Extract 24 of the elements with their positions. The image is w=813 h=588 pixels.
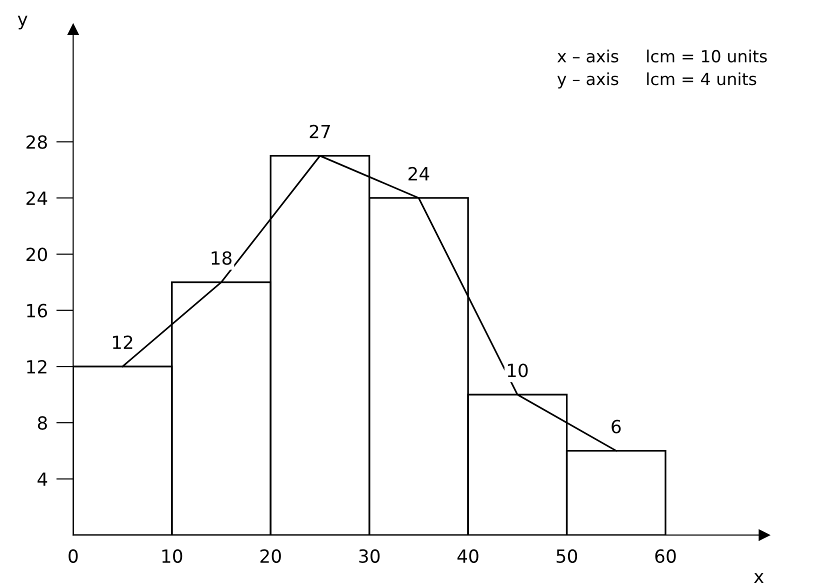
x-tick-label: 50 bbox=[556, 549, 578, 563]
y-tick-label: 24 bbox=[26, 191, 48, 205]
x-tick-label: 0 bbox=[68, 549, 78, 563]
data-label: 10 bbox=[508, 364, 528, 378]
y-tick-label: 20 bbox=[26, 248, 47, 262]
y-tick-label: 4 bbox=[38, 472, 48, 486]
data-label: 18 bbox=[212, 251, 232, 265]
y-tick-label: 16 bbox=[27, 304, 48, 318]
data-label: 27 bbox=[310, 124, 330, 138]
data-label: 12 bbox=[113, 335, 132, 349]
annotation: y – axis lcm = 4 units bbox=[557, 72, 756, 89]
x-tick-label: 30 bbox=[359, 549, 380, 563]
x-tick-label: 60 bbox=[655, 549, 676, 563]
data-label: 6 bbox=[612, 420, 621, 434]
annotation: x – axis lcm = 10 units bbox=[557, 50, 767, 63]
data-label: 24 bbox=[408, 166, 430, 180]
y-tick-label: 8 bbox=[38, 416, 47, 430]
x-tick-label: 20 bbox=[260, 549, 281, 563]
x-axis-title: x bbox=[754, 573, 764, 583]
x-tick-label: 40 bbox=[457, 549, 478, 563]
x-tick-label: 10 bbox=[162, 549, 182, 563]
y-tick-label: 28 bbox=[26, 135, 47, 149]
y-tick-label: 12 bbox=[27, 360, 46, 374]
y-axis-title: y bbox=[18, 16, 28, 30]
